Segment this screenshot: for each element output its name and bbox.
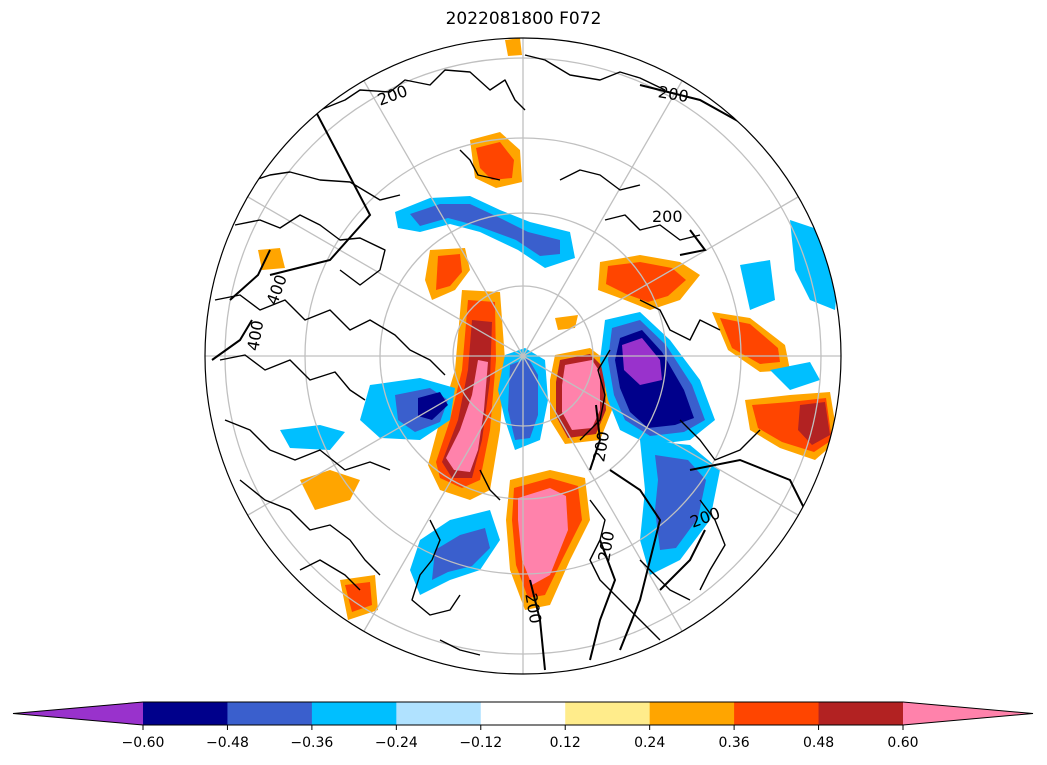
contour-label: 200 — [594, 530, 618, 563]
contour-label: 400 — [243, 319, 267, 352]
colorbar-segment — [649, 702, 735, 725]
colorbar-tick-label: 0.24 — [634, 735, 665, 751]
colorbar-tick-label: 0.60 — [887, 735, 918, 751]
contour-label: 200 — [589, 430, 613, 463]
colorbar-extend-high — [903, 702, 1033, 725]
colorbar-tick-label: 0.12 — [550, 735, 581, 751]
colorbar-segment — [818, 702, 904, 725]
colorbar-tick-label: 0.36 — [719, 735, 750, 751]
colorbar-tick-label: 0.48 — [803, 735, 834, 751]
colorbar: −0.60 −0.48 −0.36 −0.24 −0.12 0.12 0.24 0.36 0.4… — [12, 701, 1034, 751]
colorbar-segment — [227, 702, 313, 725]
colorbar-extend-low — [13, 702, 143, 725]
colorbar-tick-label: −0.12 — [459, 735, 502, 751]
colorbar-segment — [396, 702, 482, 725]
contour-label: 200 — [521, 592, 545, 625]
colorbar-segment — [480, 702, 566, 725]
contour-label: 200 — [652, 207, 683, 226]
colorbar-segment — [143, 702, 228, 725]
colorbar-tick-label: −0.24 — [375, 735, 418, 751]
shaded-anomalies — [258, 38, 840, 620]
polar-map — [205, 38, 841, 674]
map-title: 2022081800 F072 — [445, 9, 602, 29]
colorbar-tick-label: −0.60 — [122, 735, 165, 751]
contour-label: 200 — [657, 82, 690, 106]
colorbar-tick-label: −0.36 — [290, 735, 333, 751]
graticule — [205, 38, 841, 674]
height-contours — [211, 84, 811, 671]
colorbar-segment — [734, 702, 820, 725]
map-boundary — [204, 37, 842, 675]
contour-label: 200 — [375, 81, 410, 109]
colorbar-segment — [565, 702, 651, 725]
colorbar-tick-label: −0.48 — [206, 735, 249, 751]
colorbar-segment — [311, 702, 397, 725]
